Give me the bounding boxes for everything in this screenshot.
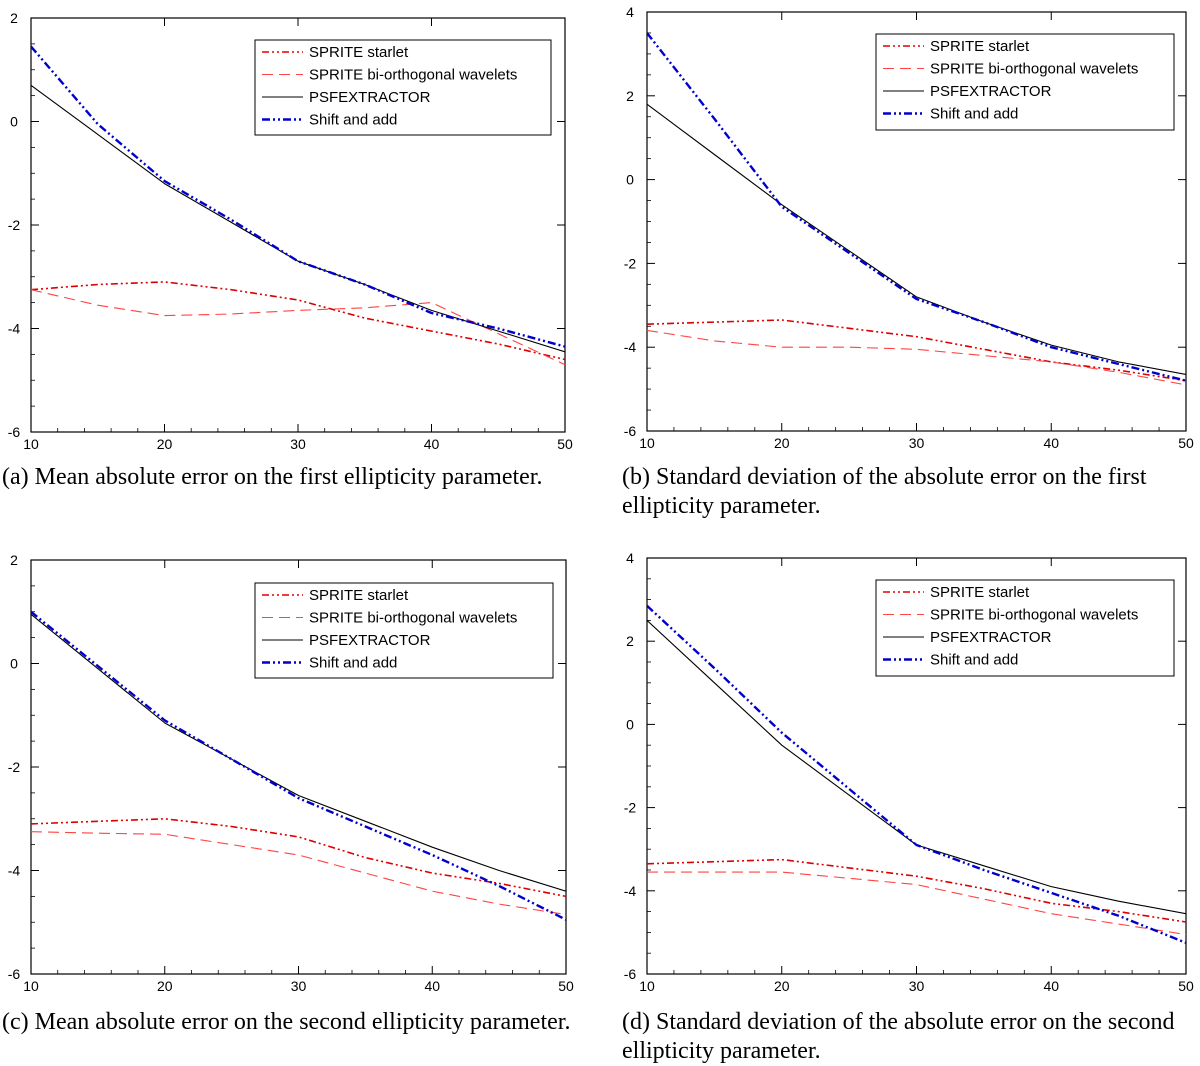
series-line-shift-and-add xyxy=(647,604,1186,944)
x-tick-label: 30 xyxy=(909,435,925,450)
caption-a: (a) Mean absolute error on the first ell… xyxy=(2,464,543,490)
series-line-sprite-starlet xyxy=(31,281,565,361)
chart-a-svg: 10 20 30 40 50 -6 -4 -2 0 2 SPRITE starlet SPRITE b… xyxy=(8,10,573,450)
legend-label: Shift and add xyxy=(930,652,1018,669)
x-tick-label: 10 xyxy=(639,435,655,450)
x-tick-label: 30 xyxy=(909,978,925,994)
x-tick-label: 20 xyxy=(774,978,790,994)
y-tick-label: 0 xyxy=(626,716,634,732)
y-tick-label: -2 xyxy=(8,759,21,775)
y-tick-label: -4 xyxy=(8,863,21,879)
y-tick-label: 2 xyxy=(626,633,634,649)
chart-panel-a: 10 20 30 40 50 -6 -4 -2 0 2 SPRITE starlet SPRITE b… xyxy=(0,0,600,450)
y-tick-label: -4 xyxy=(8,321,21,337)
x-tick-label: 50 xyxy=(1178,978,1194,994)
legend-label: SPRITE starlet xyxy=(309,44,409,61)
chart-panel-d: 10 20 30 40 50 -6 -4 -2 0 2 4 SPRITE starlet SPRITE … xyxy=(600,545,1200,995)
legend-label: SPRITE starlet xyxy=(930,38,1030,55)
legend-label: SPRITE bi-orthogonal wavelets xyxy=(930,607,1138,624)
legend-box xyxy=(875,579,1175,677)
series-line-shift-and-add xyxy=(31,610,566,921)
y-tick-label: 0 xyxy=(10,114,18,130)
series-line-sprite-bi-orthogonal-wavelets xyxy=(31,289,565,366)
y-tick-label: -2 xyxy=(8,217,21,233)
caption-d: (d) Standard deviation of the absolute e… xyxy=(622,1009,1175,1064)
x-tick-label: 40 xyxy=(1043,435,1059,450)
y-tick-label: -2 xyxy=(624,255,637,271)
y-tick-label: -6 xyxy=(624,423,637,439)
y-tick-label: 4 xyxy=(626,4,634,20)
chart-panel-b: 10 20 30 40 50 -6 -4 -2 0 2 4 SPRITE starlet SPRITE … xyxy=(600,0,1200,450)
series-line-sprite-bi-orthogonal-wavelets xyxy=(647,329,1186,386)
x-tick-label: 50 xyxy=(1178,435,1194,450)
x-tick-label: 10 xyxy=(639,978,655,994)
y-tick-label: -6 xyxy=(8,966,21,982)
y-tick-label: 4 xyxy=(626,550,634,566)
legend-label: PSFEXTRACTOR xyxy=(309,632,431,649)
series-line-shift-and-add xyxy=(31,45,565,348)
series-line-psfextractor xyxy=(31,613,566,892)
legend-label: SPRITE starlet xyxy=(930,584,1030,601)
legend-label: Shift and add xyxy=(309,655,397,672)
y-tick-label: -4 xyxy=(624,339,637,355)
legend-box xyxy=(875,33,1175,131)
x-tick-label: 30 xyxy=(291,978,307,994)
x-tick-label: 40 xyxy=(424,978,440,994)
x-tick-label: 50 xyxy=(558,978,574,994)
y-tick-label: 2 xyxy=(10,10,18,26)
series-line-sprite-bi-orthogonal-wavelets xyxy=(31,831,566,916)
legend-label: Shift and add xyxy=(309,112,397,129)
series-line-psfextractor xyxy=(647,103,1186,375)
x-tick-label: 50 xyxy=(557,436,573,450)
series-line-shift-and-add xyxy=(647,32,1186,382)
y-tick-label: -4 xyxy=(624,883,637,899)
series-line-psfextractor xyxy=(31,84,565,353)
y-tick-label: -2 xyxy=(624,800,637,816)
y-tick-label: 0 xyxy=(10,656,18,672)
x-tick-label: 40 xyxy=(1043,978,1059,994)
chart-c-svg: 10 20 30 40 50 -6 -4 -2 0 2 SPRITE starlet SPRITE b… xyxy=(8,552,574,994)
x-tick-label: 20 xyxy=(157,978,173,994)
x-tick-label: 20 xyxy=(157,436,173,450)
x-tick-label: 20 xyxy=(774,435,790,450)
legend-label: PSFEXTRACTOR xyxy=(930,83,1052,100)
legend-label: SPRITE bi-orthogonal wavelets xyxy=(309,610,517,627)
legend-label: SPRITE bi-orthogonal wavelets xyxy=(930,61,1138,78)
x-tick-label: 40 xyxy=(424,436,440,450)
legend: SPRITE starlet SPRITE bi-orthogonal wavel… xyxy=(875,33,1175,131)
series-line-sprite-starlet xyxy=(647,319,1186,382)
y-tick-label: -6 xyxy=(8,424,21,440)
legend-box xyxy=(254,39,552,136)
legend-label: SPRITE starlet xyxy=(309,587,409,604)
legend-label: SPRITE bi-orthogonal wavelets xyxy=(309,67,517,84)
legend-label: PSFEXTRACTOR xyxy=(309,89,431,106)
legend-label: Shift and add xyxy=(930,106,1018,123)
series-line-sprite-bi-orthogonal-wavelets xyxy=(647,871,1186,936)
series-line-sprite-starlet xyxy=(647,858,1186,923)
chart-panel-c: 10 20 30 40 50 -6 -4 -2 0 2 SPRITE starlet SPRITE b… xyxy=(0,545,600,995)
legend: SPRITE starlet SPRITE bi-orthogonal wavel… xyxy=(254,39,552,136)
x-tick-label: 10 xyxy=(23,436,39,450)
caption-c: (c) Mean absolute error on the second el… xyxy=(2,1009,571,1035)
legend-box xyxy=(254,582,554,679)
caption-b: (b) Standard deviation of the absolute e… xyxy=(622,464,1147,519)
x-tick-label: 30 xyxy=(290,436,306,450)
y-tick-label: 0 xyxy=(626,172,634,188)
legend: SPRITE starlet SPRITE bi-orthogonal wavel… xyxy=(254,582,554,679)
x-tick-label: 10 xyxy=(23,978,39,994)
y-tick-label: 2 xyxy=(626,88,634,104)
legend-label: PSFEXTRACTOR xyxy=(930,629,1052,646)
y-tick-label: 2 xyxy=(10,552,18,568)
legend: SPRITE starlet SPRITE bi-orthogonal wavel… xyxy=(875,579,1175,677)
y-tick-label: -6 xyxy=(624,966,637,982)
